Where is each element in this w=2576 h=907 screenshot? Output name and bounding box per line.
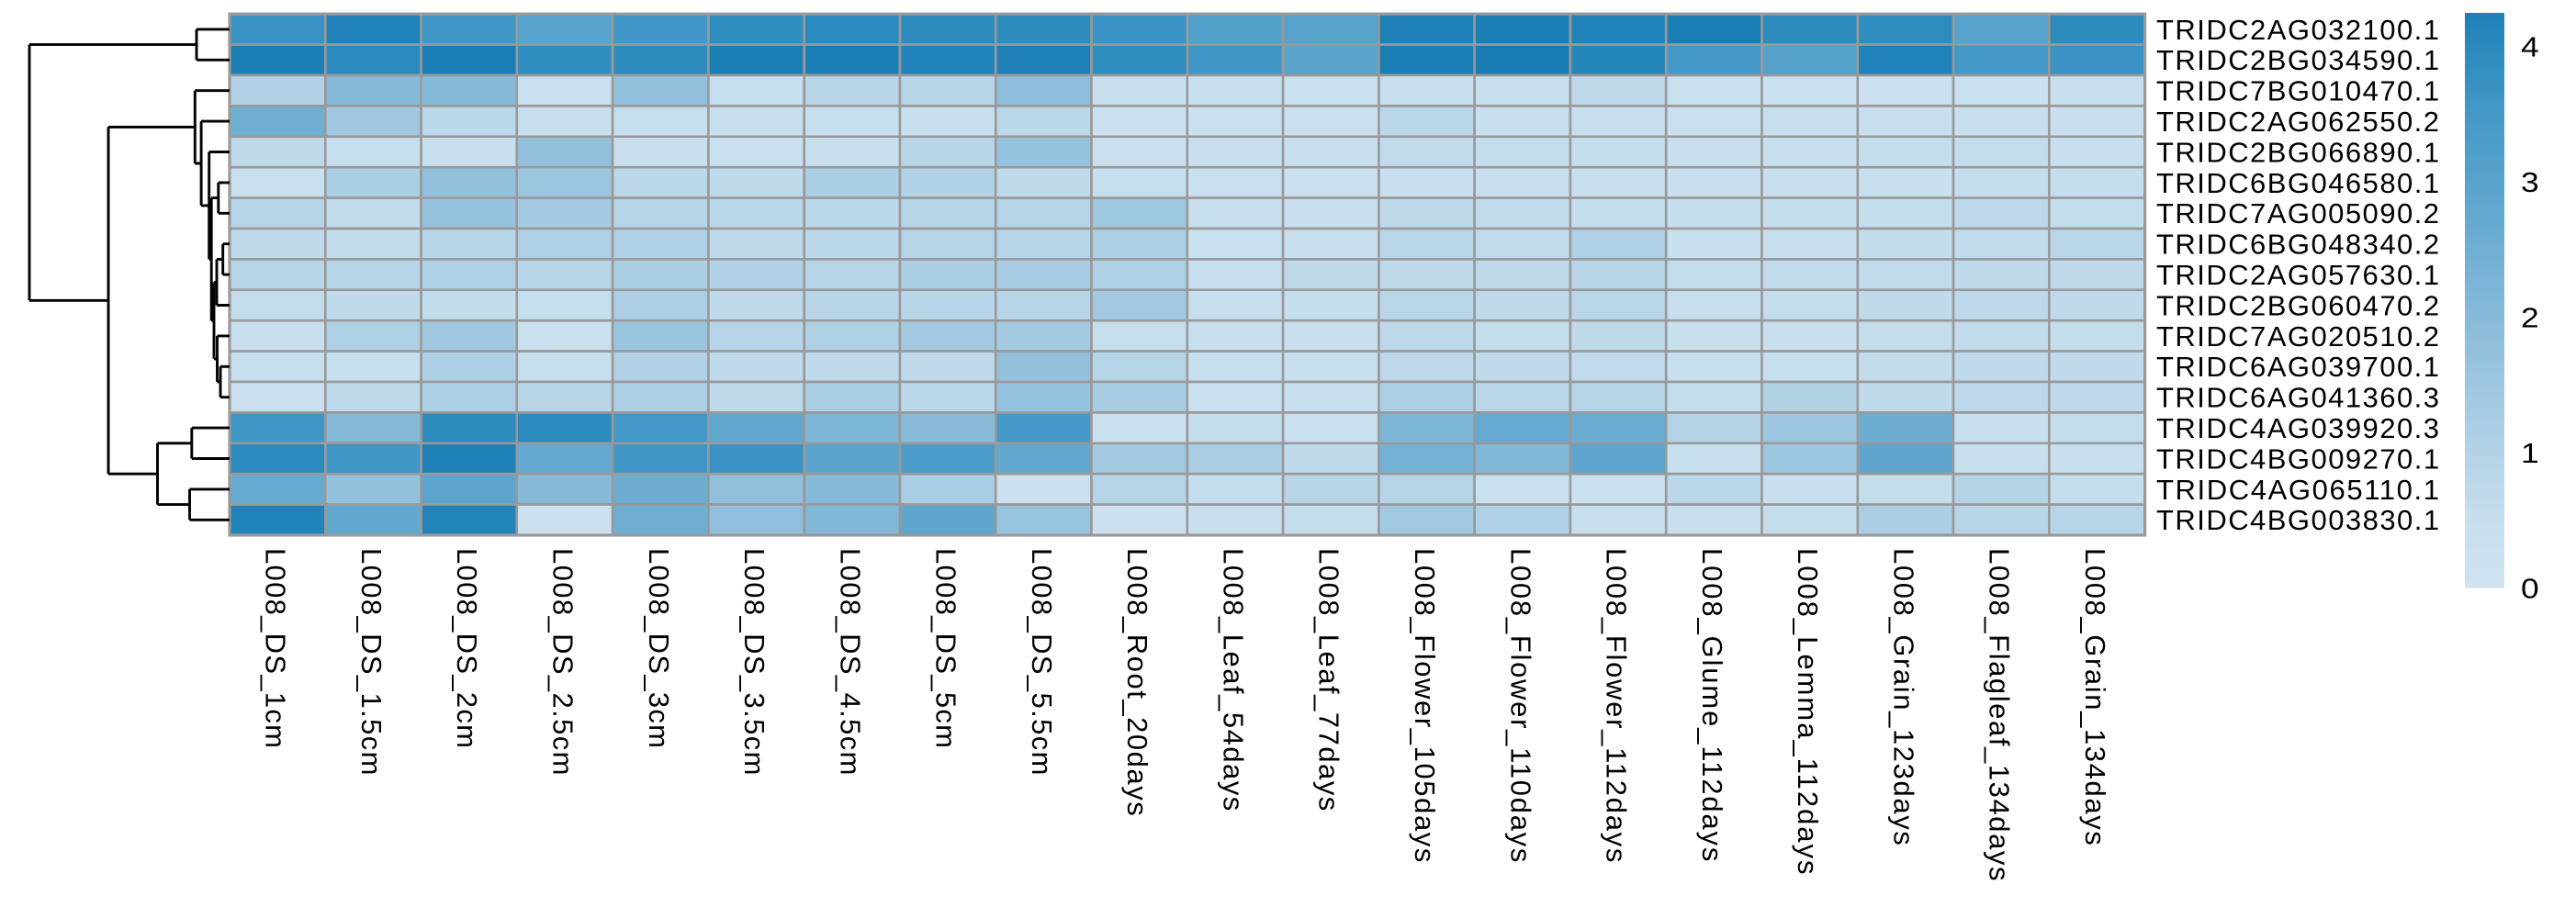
svg-text:TRIDC2AG057630.1: TRIDC2AG057630.1 (2156, 259, 2439, 291)
svg-text:TRIDC7AG005090.2: TRIDC7AG005090.2 (2156, 197, 2439, 230)
svg-text:0: 0 (2521, 573, 2539, 605)
svg-text:L008_DS_1cm: L008_DS_1cm (260, 548, 292, 748)
svg-text:L008_DS_2cm: L008_DS_2cm (451, 548, 483, 748)
svg-text:L008_Grain_123days: L008_Grain_123days (1887, 548, 1919, 845)
svg-text:L008_DS_5cm: L008_DS_5cm (930, 548, 962, 748)
svg-text:L008_DS_5.5cm: L008_DS_5.5cm (1026, 548, 1058, 776)
svg-text:TRIDC6AG039700.1: TRIDC6AG039700.1 (2156, 351, 2439, 383)
svg-text:TRIDC7BG010470.1: TRIDC7BG010470.1 (2156, 75, 2439, 107)
svg-text:TRIDC4AG039920.3: TRIDC4AG039920.3 (2156, 412, 2439, 444)
svg-text:TRIDC7AG020510.2: TRIDC7AG020510.2 (2156, 320, 2439, 353)
svg-text:L008_Leaf_77days: L008_Leaf_77days (1313, 548, 1345, 811)
svg-text:L008_DS_1.5cm: L008_DS_1.5cm (355, 548, 388, 776)
svg-text:L008_DS_3cm: L008_DS_3cm (643, 548, 675, 748)
svg-text:L008_Root_20days: L008_Root_20days (1121, 548, 1153, 816)
svg-text:TRIDC4BG003830.1: TRIDC4BG003830.1 (2156, 504, 2439, 536)
svg-text:L008_Flower_110days: L008_Flower_110days (1504, 548, 1536, 862)
svg-text:L008_Glume_112days: L008_Glume_112days (1696, 548, 1728, 861)
svg-text:L008_Leaf_54days: L008_Leaf_54days (1217, 548, 1249, 811)
svg-text:TRIDC2BG066890.1: TRIDC2BG066890.1 (2156, 136, 2439, 168)
svg-text:3: 3 (2521, 166, 2539, 198)
svg-text:TRIDC4BG009270.1: TRIDC4BG009270.1 (2156, 442, 2439, 475)
svg-text:TRIDC2AG032100.1: TRIDC2AG032100.1 (2156, 14, 2439, 46)
svg-text:L008_Flower_112days: L008_Flower_112days (1601, 548, 1633, 862)
svg-text:L008_Flagleaf_134days: L008_Flagleaf_134days (1984, 548, 2016, 881)
svg-text:TRIDC2BG034590.1: TRIDC2BG034590.1 (2156, 44, 2439, 76)
svg-text:L008_DS_3.5cm: L008_DS_3.5cm (738, 548, 771, 776)
svg-text:L008_Flower_105days: L008_Flower_105days (1409, 548, 1441, 862)
svg-text:L008_DS_2.5cm: L008_DS_2.5cm (547, 548, 579, 776)
svg-text:1: 1 (2521, 437, 2539, 469)
svg-text:L008_Grain_134days: L008_Grain_134days (2079, 548, 2111, 845)
svg-text:TRIDC6AG041360.3: TRIDC6AG041360.3 (2156, 382, 2439, 414)
svg-text:2: 2 (2521, 302, 2539, 334)
svg-text:4: 4 (2521, 31, 2539, 63)
svg-text:TRIDC6BG048340.2: TRIDC6BG048340.2 (2156, 229, 2439, 261)
svg-text:TRIDC2BG060470.2: TRIDC2BG060470.2 (2156, 289, 2439, 321)
svg-text:L008_Lemma_112days: L008_Lemma_112days (1792, 548, 1824, 875)
svg-text:TRIDC2AG062550.2: TRIDC2AG062550.2 (2156, 106, 2439, 138)
svg-text:TRIDC6BG046580.1: TRIDC6BG046580.1 (2156, 167, 2439, 199)
svg-text:L008_DS_4.5cm: L008_DS_4.5cm (834, 548, 866, 776)
svg-text:TRIDC4AG065110.1: TRIDC4AG065110.1 (2156, 474, 2439, 506)
